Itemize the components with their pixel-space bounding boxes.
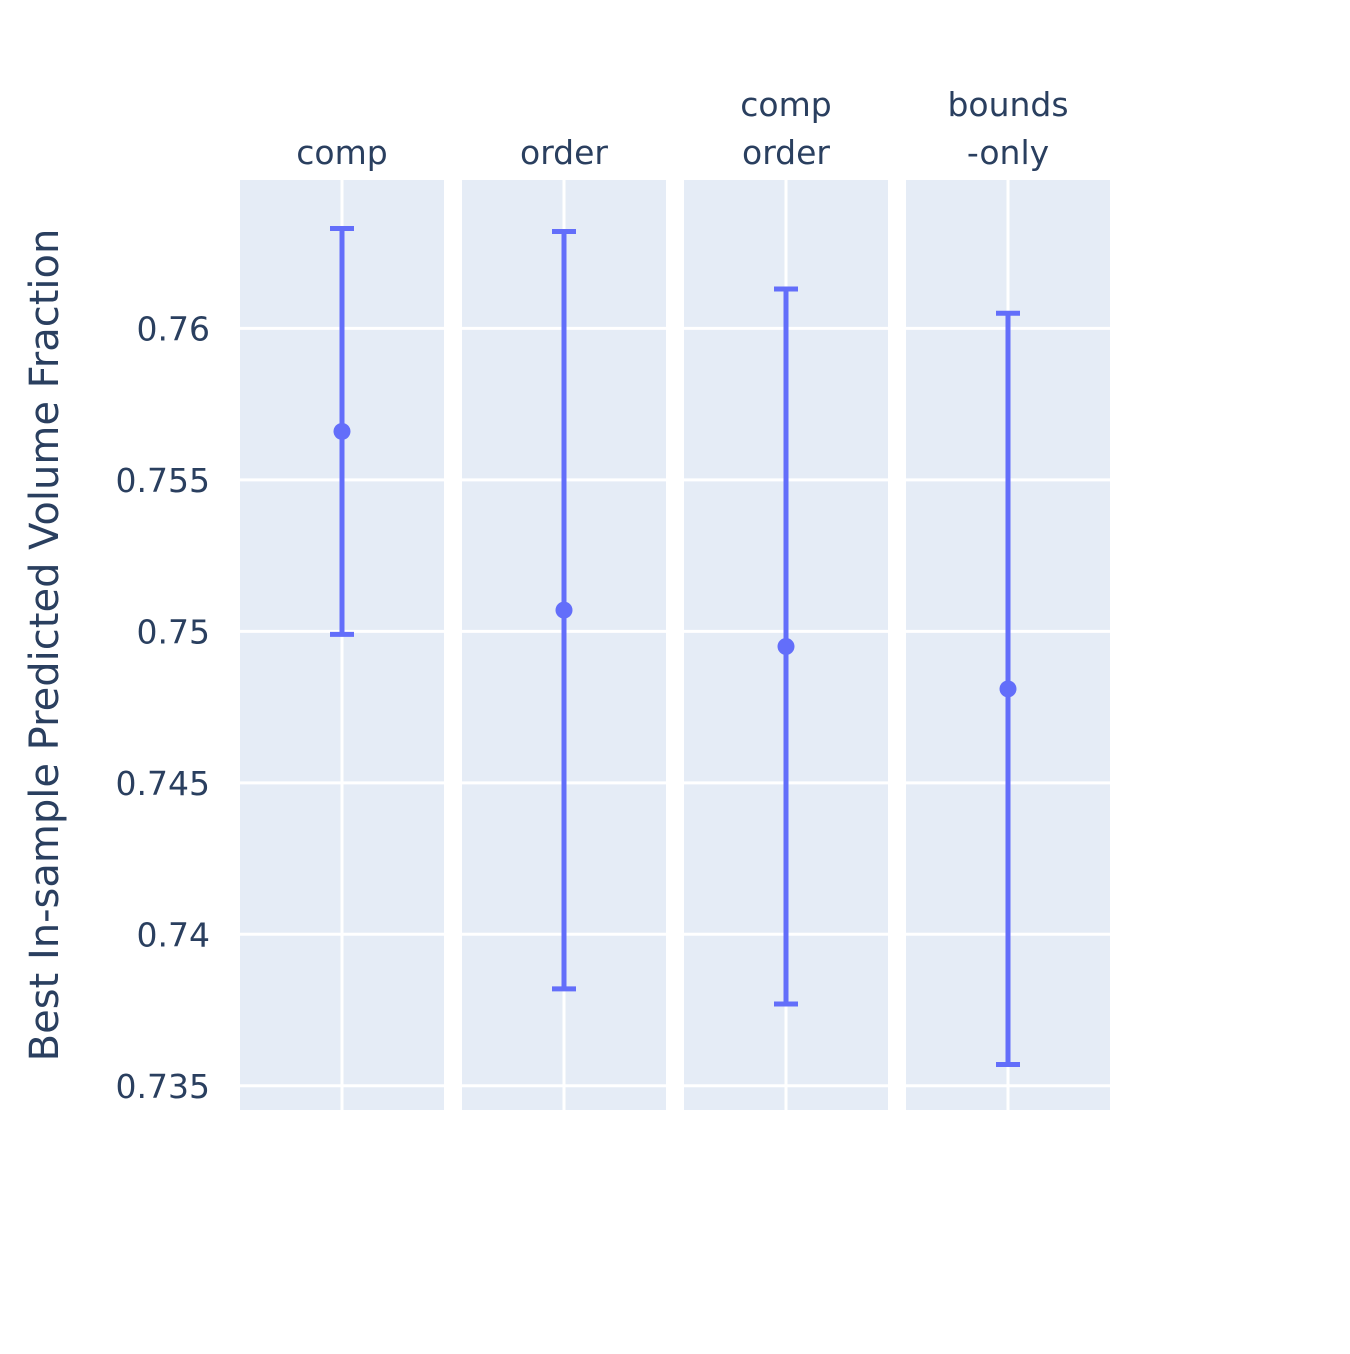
panel-title: bounds -only bbox=[947, 85, 1068, 172]
panels-layer bbox=[240, 180, 1110, 1110]
y-tick-labels: 0.735 0.74 0.745 0.75 0.755 0.76 bbox=[116, 309, 210, 1105]
y-tick-label: 0.755 bbox=[116, 461, 210, 500]
panel-3 bbox=[684, 180, 888, 1110]
y-axis-title: Best In-sample Predicted Volume Fraction bbox=[22, 229, 68, 1062]
data-point bbox=[333, 422, 351, 440]
panel-title-line: bounds bbox=[947, 85, 1068, 124]
panel-title-line: -only bbox=[967, 133, 1049, 172]
data-point bbox=[555, 601, 573, 619]
y-tick-label: 0.745 bbox=[116, 764, 210, 803]
y-tick-label: 0.75 bbox=[137, 612, 210, 651]
panel-title: order bbox=[520, 133, 608, 172]
y-tick-label: 0.735 bbox=[116, 1067, 210, 1106]
panel-2 bbox=[462, 180, 666, 1110]
panel-title-line: comp bbox=[740, 85, 831, 124]
panel-title-line: comp bbox=[296, 133, 387, 172]
panel-titles: comp order comp order bounds -only bbox=[296, 85, 1068, 172]
panel-title-line: order bbox=[520, 133, 608, 172]
data-point bbox=[999, 680, 1017, 698]
y-tick-label: 0.76 bbox=[137, 309, 210, 348]
panel-title-line: order bbox=[742, 133, 830, 172]
panel-title: comp order bbox=[740, 85, 831, 172]
y-tick-label: 0.74 bbox=[137, 915, 210, 954]
panel-title: comp bbox=[296, 133, 387, 172]
panel-1 bbox=[240, 180, 444, 1110]
data-point bbox=[777, 638, 795, 656]
panel-4 bbox=[906, 180, 1110, 1110]
